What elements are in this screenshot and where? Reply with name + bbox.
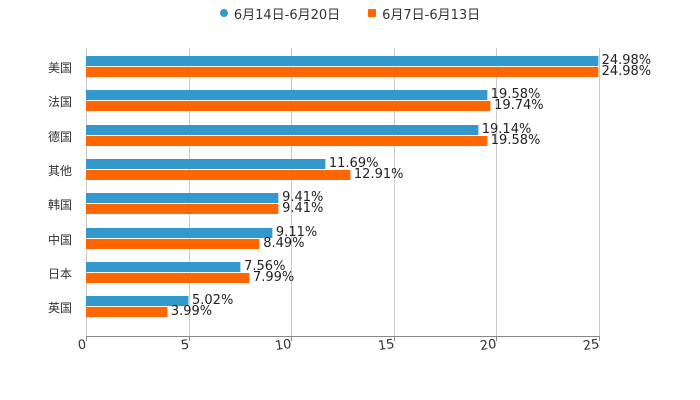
bar-series-1[interactable] [86, 261, 242, 272]
data-label: 5.02% [192, 293, 234, 309]
x-axis-tick [393, 336, 395, 341]
data-label: 19.74% [494, 98, 544, 114]
category-label: 法国 [48, 95, 73, 110]
category-label: 德国 [48, 129, 73, 144]
x-axis-tick-label: 20 [479, 336, 498, 355]
gridline [188, 48, 190, 336]
legend-label: 6月14日-6月20日 [233, 7, 341, 23]
data-label: 24.98% [601, 64, 652, 79]
bar-series-2[interactable] [86, 307, 168, 318]
data-label: 3.99% [170, 304, 213, 320]
x-axis-tick-label: 5 [179, 337, 190, 354]
bar-series-1[interactable] [86, 90, 488, 101]
data-label: 11.69% [328, 155, 379, 171]
bar-series-1[interactable] [86, 193, 280, 204]
category-label: 中国 [48, 232, 73, 247]
x-axis-tick-label: 25 [582, 336, 601, 355]
data-label: 9.11% [275, 224, 318, 240]
data-label: 9.41% [282, 201, 324, 217]
x-axis-tick [86, 336, 87, 341]
y-axis-baseline [86, 48, 87, 336]
bar-series-2[interactable] [86, 204, 280, 215]
gridline [496, 48, 498, 336]
legend-square-icon [368, 9, 377, 17]
data-label: 7.99% [252, 269, 295, 285]
bar-series-2[interactable] [86, 238, 261, 249]
category-label: 其他 [48, 163, 73, 178]
bar-series-2[interactable] [86, 272, 250, 283]
bar-series-2[interactable] [86, 67, 599, 77]
bar-series-1[interactable] [86, 56, 599, 66]
data-label: 19.14% [481, 121, 532, 137]
bar-series-1[interactable] [86, 227, 273, 238]
bar-series-1[interactable] [86, 124, 479, 135]
bar-series-2[interactable] [86, 101, 492, 112]
data-label: 12.91% [353, 166, 404, 182]
category-label: 韩国 [48, 198, 73, 213]
x-axis-tick-label: 10 [274, 336, 293, 355]
data-label: 24.98% [601, 53, 652, 68]
legend-dot-icon [219, 9, 228, 17]
gridline [393, 48, 395, 336]
x-axis-tick-label: 15 [376, 336, 396, 355]
x-axis-tick [599, 336, 600, 341]
gridline [599, 48, 600, 336]
data-label: 8.49% [263, 235, 305, 251]
data-label: 7.56% [244, 258, 286, 274]
plot-area: 24.98% 24.98% 19.58% 19.74% 19.14% 19.58% 11.6… [86, 48, 651, 336]
gridline [291, 48, 293, 336]
x-axis-line [86, 336, 600, 337]
data-label: 19.58% [490, 132, 541, 148]
x-axis-tick [291, 336, 293, 341]
chart-legend: 6月14日-6月20日 6月7日-6月13日 [0, 5, 700, 23]
data-label: 9.41% [282, 190, 324, 206]
category-label: 美国 [48, 61, 73, 75]
category-label: 英国 [48, 301, 73, 316]
data-label: 19.58% [490, 87, 541, 103]
bar-series-2[interactable] [86, 169, 351, 180]
legend-item-series-1[interactable]: 6月14日-6月20日 [219, 5, 341, 23]
x-axis-tick [188, 336, 190, 341]
legend-item-series-2[interactable]: 6月7日-6月13日 [368, 5, 481, 23]
category-label: 日本 [48, 266, 73, 281]
bar-series-1[interactable] [86, 158, 326, 169]
x-axis-tick [496, 336, 498, 341]
legend-label: 6月7日-6月13日 [382, 7, 481, 23]
bar-series-2[interactable] [86, 135, 488, 146]
bar-series-1[interactable] [86, 296, 189, 307]
